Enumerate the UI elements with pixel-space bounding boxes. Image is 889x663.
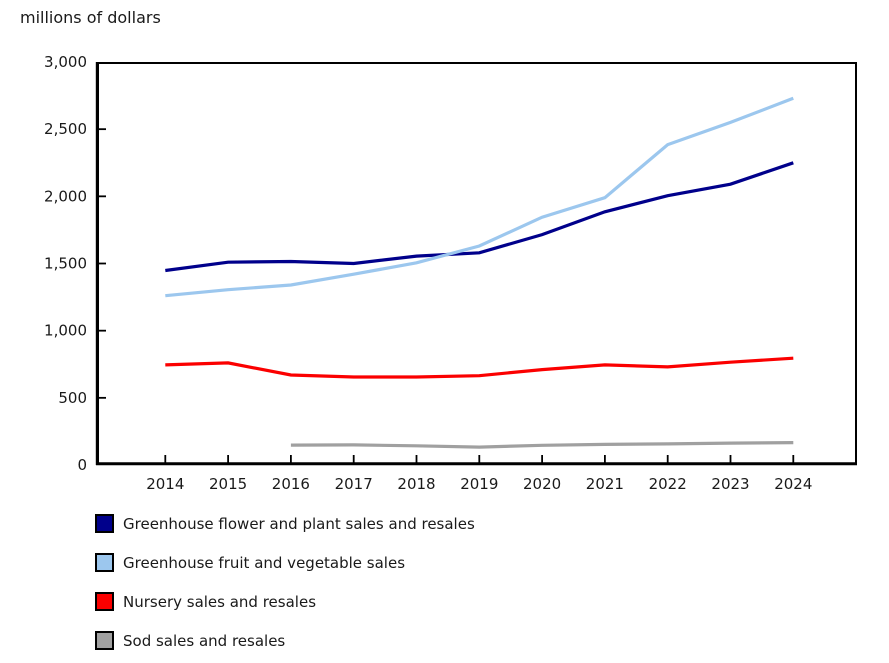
svg-text:500: 500 — [58, 389, 87, 407]
legend-item-nursery: Nursery sales and resales — [95, 592, 475, 611]
axis-ticks — [98, 128, 795, 463]
legend-swatch-greenhouse-fruit-vegetable — [95, 553, 114, 572]
svg-text:2,500: 2,500 — [44, 120, 87, 138]
svg-text:2022: 2022 — [649, 475, 687, 493]
legend-item-sod: Sod sales and resales — [95, 631, 475, 650]
legend-label-nursery: Nursery sales and resales — [123, 592, 317, 611]
svg-text:0: 0 — [77, 456, 87, 474]
axis-labels: 0 500 1,000 1,500 2,000 2,500 3,000 2014 2015 201… — [44, 53, 812, 493]
svg-text:2016: 2016 — [272, 475, 310, 493]
legend: Greenhouse flower and plant sales and re… — [95, 514, 475, 650]
svg-text:2021: 2021 — [586, 475, 624, 493]
svg-text:2019: 2019 — [460, 475, 498, 493]
svg-text:2014: 2014 — [146, 475, 184, 493]
line-chart-canvas: 0 500 1,000 1,500 2,000 2,500 3,000 2014 2015 201… — [44, 53, 857, 493]
legend-item-greenhouse-fruit-vegetable: Greenhouse fruit and vegetable sales — [95, 553, 475, 572]
legend-label-sod: Sod sales and resales — [123, 631, 286, 650]
svg-text:2017: 2017 — [335, 475, 373, 493]
legend-label-greenhouse-flower: Greenhouse flower and plant sales and re… — [123, 514, 475, 533]
data-series-lines — [165, 96, 794, 449]
svg-text:2020: 2020 — [523, 475, 561, 493]
legend-swatch-sod — [95, 631, 114, 650]
legend-label-greenhouse-fruit-vegetable: Greenhouse fruit and vegetable sales — [123, 553, 406, 572]
svg-text:1,500: 1,500 — [44, 255, 87, 273]
legend-swatch-greenhouse-flower — [95, 514, 114, 533]
chart-title: millions of dollars — [20, 8, 161, 27]
svg-text:3,000: 3,000 — [44, 53, 87, 71]
svg-text:2024: 2024 — [774, 475, 812, 493]
svg-text:2,000: 2,000 — [44, 187, 87, 205]
legend-item-greenhouse-flower: Greenhouse flower and plant sales and re… — [95, 514, 475, 533]
legend-swatch-nursery — [95, 592, 114, 611]
svg-text:2015: 2015 — [209, 475, 247, 493]
svg-text:2018: 2018 — [397, 475, 435, 493]
svg-text:1,000: 1,000 — [44, 322, 87, 340]
svg-text:2023: 2023 — [711, 475, 749, 493]
